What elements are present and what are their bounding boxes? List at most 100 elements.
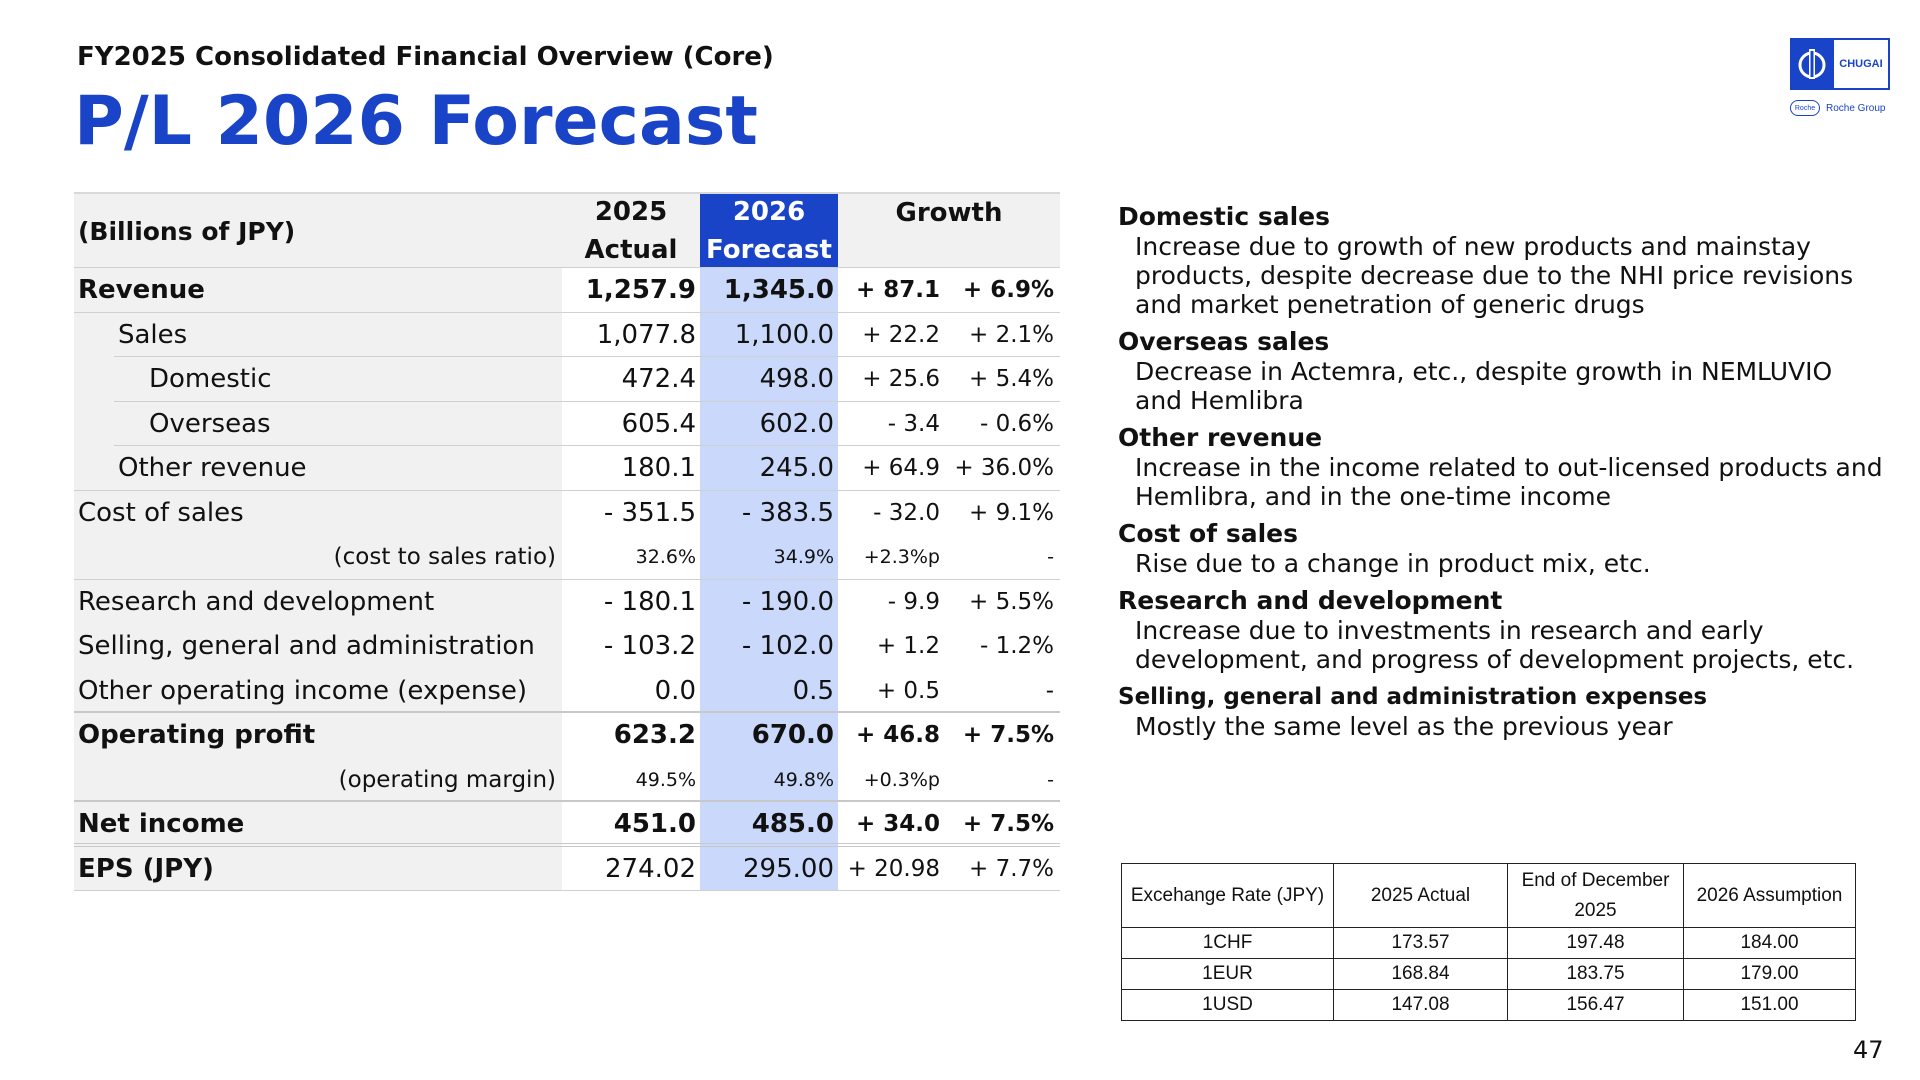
note-line: Hemlibra, and in the one-time income	[1135, 482, 1612, 511]
chugai-wordmark: CHUGAI	[1832, 40, 1888, 88]
growth-abs: + 1.2	[876, 633, 940, 660]
note-line: Increase due to growth of new products a…	[1135, 232, 1811, 261]
forecast-value: 602.0	[700, 401, 838, 446]
growth-pct: -	[1047, 768, 1054, 791]
note-line: products, despite decrease due to the NH…	[1135, 261, 1854, 290]
note-line: Mostly the same level as the previous ye…	[1135, 712, 1673, 741]
growth-pct: - 0.6%	[979, 410, 1054, 437]
col-header-forecast: 2026 Forecast	[700, 194, 838, 268]
growth-abs: + 46.8	[855, 722, 940, 749]
forecast-value: - 102.0	[700, 624, 838, 669]
note-research-development: Research and development Increase due to…	[1118, 586, 1908, 674]
row-label: Net income	[74, 802, 562, 847]
actual-value: 472.4	[621, 364, 696, 395]
fx-cell: 184.00	[1683, 927, 1856, 959]
col-header-forecast-label: Forecast	[706, 235, 832, 265]
growth-abs: + 25.6	[862, 366, 940, 393]
row-label: Sales	[74, 312, 562, 357]
table-row-domestic: Domestic 472.4 498.0 + 25.6 + 5.4%	[74, 357, 1060, 402]
row-label: (operating margin)	[74, 757, 562, 802]
table-row-cost-of-sales: Cost of sales - 351.5 - 383.5 - 32.0 + 9…	[74, 490, 1060, 535]
actual-value: 1,077.8	[596, 319, 696, 350]
fx-cell: 147.08	[1333, 989, 1508, 1021]
forecast-value: 0.5	[700, 668, 838, 713]
col-header-forecast-year: 2026	[732, 197, 806, 227]
actual-value: 605.4	[621, 408, 696, 439]
col-header-actual: 2025 Actual	[562, 194, 700, 268]
note-other-revenue: Other revenue Increase in the income rel…	[1118, 423, 1908, 511]
commentary-panel: Domestic sales Increase due to growth of…	[1118, 202, 1908, 749]
growth-pct: + 7.5%	[962, 811, 1054, 838]
fx-cell: 179.00	[1683, 958, 1856, 990]
forecast-value: 1,345.0	[700, 268, 838, 313]
growth-pct: + 36.0%	[954, 455, 1054, 482]
growth-pct: + 7.5%	[962, 722, 1054, 749]
fx-header-cell: 2025 Actual	[1333, 863, 1508, 928]
actual-value: - 351.5	[603, 497, 696, 528]
growth-pct: - 1.2%	[979, 633, 1054, 660]
forecast-value: - 190.0	[700, 579, 838, 624]
table-row-sga: Selling, general and administration - 10…	[74, 624, 1060, 669]
actual-value: 0.0	[654, 675, 696, 706]
row-label: Overseas	[74, 401, 562, 446]
forecast-value: 498.0	[700, 357, 838, 402]
table-row-other-revenue: Other revenue 180.1 245.0 + 64.9 + 36.0%	[74, 446, 1060, 491]
actual-value: 180.1	[621, 453, 696, 484]
table-row-net-income: Net income 451.0 485.0 + 34.0 + 7.5%	[74, 802, 1060, 847]
growth-pct: -	[1045, 677, 1054, 704]
fx-cell: 1EUR	[1121, 958, 1334, 990]
roche-group-mark: Roche Roche Group	[1790, 100, 1885, 116]
growth-abs: + 64.9	[862, 455, 940, 482]
note-heading: Other revenue	[1118, 423, 1323, 452]
forecast-value: 245.0	[700, 446, 838, 491]
actual-value: 451.0	[613, 809, 696, 840]
fx-header-cell: End of December 2025	[1507, 863, 1684, 928]
note-line: Decrease in Actemra, etc., despite growt…	[1135, 357, 1833, 386]
actual-value: - 180.1	[603, 586, 696, 617]
actual-value: 1,257.9	[585, 275, 696, 306]
fx-cell: 1CHF	[1121, 927, 1334, 959]
row-label: Revenue	[74, 268, 562, 313]
note-line: and market penetration of generic drugs	[1135, 290, 1645, 319]
growth-pct: + 6.9%	[962, 277, 1054, 304]
fx-row-chf: 1CHF 173.57 197.48 184.00	[1121, 927, 1856, 959]
row-label: Research and development	[74, 579, 562, 624]
slide-subtitle: FY2025 Consolidated Financial Overview (…	[77, 42, 774, 72]
fx-header-cell: 2026 Assumption	[1683, 863, 1856, 928]
fx-cell: 197.48	[1507, 927, 1684, 959]
growth-abs: +2.3%p	[863, 546, 940, 569]
growth-abs: + 87.1	[855, 277, 940, 304]
table-row-operating-profit: Operating profit 623.2 670.0 + 46.8 + 7.…	[74, 713, 1060, 758]
growth-pct: -	[1047, 546, 1054, 569]
actual-value: 32.6%	[635, 546, 696, 569]
note-heading: Cost of sales	[1118, 519, 1298, 548]
growth-abs: - 32.0	[873, 499, 940, 526]
table-row-overseas: Overseas 605.4 602.0 - 3.4 - 0.6%	[74, 401, 1060, 446]
chugai-logo-box: CHUGAI	[1790, 38, 1890, 90]
row-label: Cost of sales	[74, 490, 562, 535]
fx-cell: 151.00	[1683, 989, 1856, 1021]
growth-abs: + 34.0	[855, 811, 940, 838]
col-header-growth: Growth	[838, 194, 1060, 268]
table-row-r-and-d: Research and development - 180.1 - 190.0…	[74, 579, 1060, 624]
row-label: Other operating income (expense)	[74, 668, 562, 713]
note-overseas-sales: Overseas sales Decrease in Actemra, etc.…	[1118, 327, 1908, 415]
forecast-value: 295.00	[700, 846, 838, 891]
growth-pct: + 9.1%	[968, 499, 1054, 526]
fx-header-line: 2025	[1574, 899, 1617, 921]
note-line: Increase in the income related to out-li…	[1135, 453, 1883, 482]
fx-row-usd: 1USD 147.08 156.47 151.00	[1121, 989, 1856, 1021]
forecast-value: 485.0	[700, 802, 838, 847]
forecast-value: 1,100.0	[700, 312, 838, 357]
chugai-logo: CHUGAI Roche Roche Group	[1790, 38, 1898, 122]
note-heading: Selling, general and administration expe…	[1118, 684, 1708, 710]
growth-pct: + 5.4%	[968, 366, 1054, 393]
row-label: Other revenue	[74, 446, 562, 491]
fx-header-row: Excehange Rate (JPY) 2025 Actual End of …	[1121, 863, 1856, 928]
growth-pct: + 2.1%	[968, 321, 1054, 348]
pl-forecast-table: (Billions of JPY) 2025 Actual 2026 Forec…	[74, 192, 1060, 891]
row-label: Operating profit	[74, 713, 562, 758]
note-heading: Overseas sales	[1118, 327, 1330, 356]
page-number: 47	[1853, 1036, 1884, 1064]
growth-abs: + 0.5	[876, 677, 940, 704]
